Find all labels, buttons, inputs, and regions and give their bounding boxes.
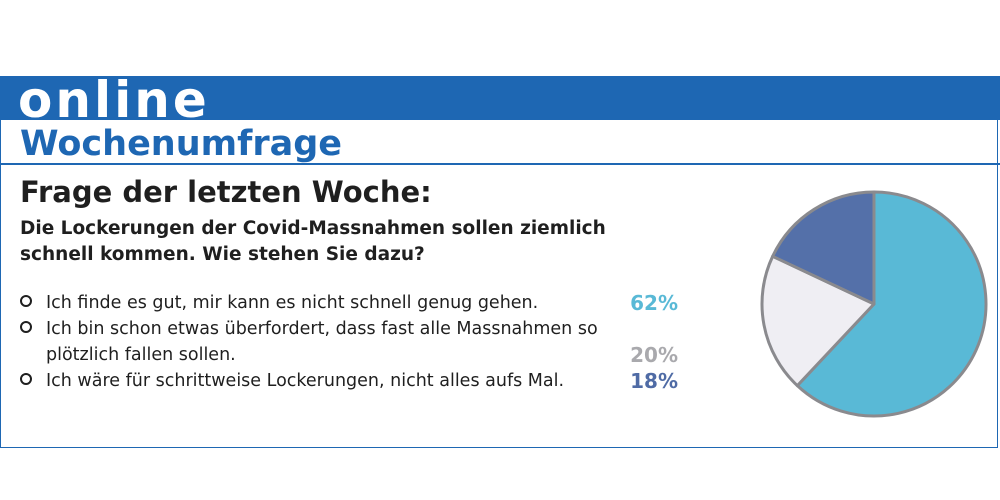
pie-slice-1 [795, 190, 988, 418]
answer-label: Ich wäre für schrittweise Lockerungen, n… [46, 371, 565, 391]
answer-label: Ich bin schon etwas überfordert, dass fa… [46, 319, 598, 365]
header-bar [0, 76, 1000, 120]
radio-circle-icon [20, 295, 32, 307]
question-text: Die Lockerungen der Covid-Massnahmen sol… [20, 218, 606, 265]
title-divider [0, 163, 1000, 165]
brand-label: online [18, 78, 210, 120]
answer-option-1: Ich finde es gut, mir kann es nicht schn… [20, 290, 700, 316]
pie-chart [760, 190, 988, 418]
pie-slice-3 [771, 190, 876, 306]
answer-label: Ich finde es gut, mir kann es nicht schn… [46, 293, 539, 313]
answer-option-2: Ich bin schon etwas überfordert, dass fa… [20, 316, 700, 368]
answer-percent: 20% [630, 343, 678, 367]
page-title: Wochenumfrage [20, 124, 343, 164]
radio-circle-icon [20, 321, 32, 333]
answer-percent: 18% [630, 369, 678, 393]
answer-list: Ich finde es gut, mir kann es nicht schn… [20, 290, 700, 394]
answer-option-3: Ich wäre für schrittweise Lockerungen, n… [20, 368, 700, 394]
question-heading: Frage der letzten Woche: [20, 175, 432, 209]
radio-circle-icon [20, 373, 32, 385]
pie-slice-2 [760, 254, 876, 388]
answer-percent: 62% [630, 291, 678, 315]
